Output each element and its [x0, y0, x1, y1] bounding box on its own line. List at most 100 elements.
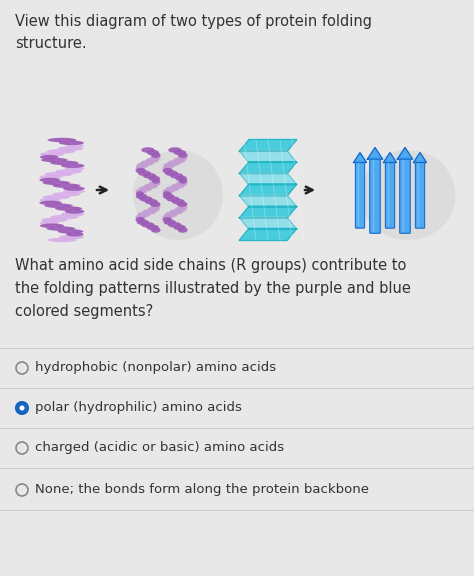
Ellipse shape	[163, 168, 173, 173]
Ellipse shape	[151, 153, 161, 158]
Text: charged (acidic or basic) amino acids: charged (acidic or basic) amino acids	[35, 441, 284, 454]
Ellipse shape	[39, 178, 60, 182]
Ellipse shape	[140, 160, 154, 166]
Ellipse shape	[179, 178, 187, 184]
Polygon shape	[354, 153, 366, 162]
Polygon shape	[239, 162, 297, 174]
Ellipse shape	[163, 188, 174, 194]
FancyBboxPatch shape	[356, 161, 365, 228]
Ellipse shape	[41, 158, 68, 162]
Ellipse shape	[46, 226, 75, 231]
Ellipse shape	[133, 150, 223, 240]
Ellipse shape	[39, 175, 62, 179]
FancyBboxPatch shape	[415, 161, 425, 228]
Ellipse shape	[59, 235, 84, 240]
Ellipse shape	[138, 170, 151, 176]
Ellipse shape	[137, 219, 149, 225]
Text: None; the bonds form along the protein backbone: None; the bonds form along the protein b…	[35, 483, 369, 497]
Ellipse shape	[165, 170, 178, 176]
Ellipse shape	[41, 218, 68, 222]
Ellipse shape	[40, 155, 58, 160]
Ellipse shape	[151, 155, 161, 161]
Ellipse shape	[136, 214, 146, 220]
Ellipse shape	[163, 191, 171, 196]
FancyBboxPatch shape	[370, 157, 380, 233]
Ellipse shape	[59, 141, 84, 145]
Ellipse shape	[169, 209, 183, 215]
Ellipse shape	[171, 183, 184, 189]
Ellipse shape	[142, 209, 156, 215]
Ellipse shape	[168, 222, 182, 228]
Ellipse shape	[164, 212, 177, 217]
Ellipse shape	[47, 238, 76, 242]
Ellipse shape	[166, 186, 179, 191]
Ellipse shape	[43, 195, 70, 199]
Ellipse shape	[65, 209, 84, 214]
Ellipse shape	[61, 212, 84, 217]
Ellipse shape	[40, 221, 58, 225]
Ellipse shape	[55, 169, 82, 173]
Ellipse shape	[173, 150, 186, 156]
Ellipse shape	[137, 163, 148, 168]
Ellipse shape	[145, 199, 158, 204]
Ellipse shape	[39, 200, 62, 205]
Polygon shape	[397, 147, 413, 159]
Ellipse shape	[50, 161, 79, 165]
Ellipse shape	[173, 225, 186, 230]
Polygon shape	[239, 173, 297, 185]
Ellipse shape	[146, 225, 159, 230]
Ellipse shape	[53, 192, 81, 196]
Polygon shape	[367, 147, 383, 159]
Ellipse shape	[139, 196, 153, 202]
Ellipse shape	[178, 228, 188, 233]
FancyBboxPatch shape	[385, 161, 395, 228]
Text: hydrophobic (nonpolar) amino acids: hydrophobic (nonpolar) amino acids	[35, 362, 276, 374]
Ellipse shape	[136, 217, 145, 222]
Ellipse shape	[178, 153, 188, 158]
Ellipse shape	[170, 173, 183, 179]
Ellipse shape	[150, 202, 160, 207]
Text: View this diagram of two types of protein folding
structure.: View this diagram of two types of protei…	[15, 14, 372, 51]
Ellipse shape	[148, 207, 160, 212]
Ellipse shape	[55, 206, 82, 211]
Ellipse shape	[164, 219, 176, 225]
Ellipse shape	[141, 147, 155, 153]
Ellipse shape	[172, 199, 185, 204]
Ellipse shape	[144, 183, 157, 189]
Ellipse shape	[136, 165, 145, 171]
Ellipse shape	[61, 164, 84, 168]
Polygon shape	[239, 206, 297, 218]
Ellipse shape	[66, 143, 84, 148]
FancyBboxPatch shape	[400, 157, 410, 233]
Ellipse shape	[66, 232, 84, 237]
Ellipse shape	[143, 173, 156, 179]
Ellipse shape	[139, 186, 152, 191]
Ellipse shape	[177, 155, 188, 161]
Polygon shape	[239, 150, 297, 163]
Ellipse shape	[146, 150, 159, 156]
Ellipse shape	[168, 147, 182, 153]
Ellipse shape	[136, 191, 144, 196]
Ellipse shape	[47, 138, 76, 142]
Circle shape	[19, 406, 25, 411]
Ellipse shape	[57, 229, 83, 234]
Ellipse shape	[146, 158, 159, 163]
Ellipse shape	[45, 203, 73, 208]
Ellipse shape	[176, 181, 187, 186]
Polygon shape	[413, 153, 427, 162]
Ellipse shape	[149, 181, 160, 186]
Ellipse shape	[151, 228, 161, 233]
Polygon shape	[239, 184, 297, 196]
Polygon shape	[239, 217, 297, 229]
Ellipse shape	[173, 158, 185, 163]
Polygon shape	[239, 139, 297, 151]
Text: What amino acid side chains (R groups) contribute to
the folding patterns illust: What amino acid side chains (R groups) c…	[15, 258, 411, 319]
Ellipse shape	[152, 178, 160, 184]
Ellipse shape	[166, 196, 180, 202]
Ellipse shape	[136, 168, 146, 173]
Ellipse shape	[179, 204, 187, 210]
Ellipse shape	[40, 152, 64, 157]
Ellipse shape	[46, 149, 75, 154]
Ellipse shape	[65, 166, 84, 171]
Polygon shape	[239, 195, 297, 207]
